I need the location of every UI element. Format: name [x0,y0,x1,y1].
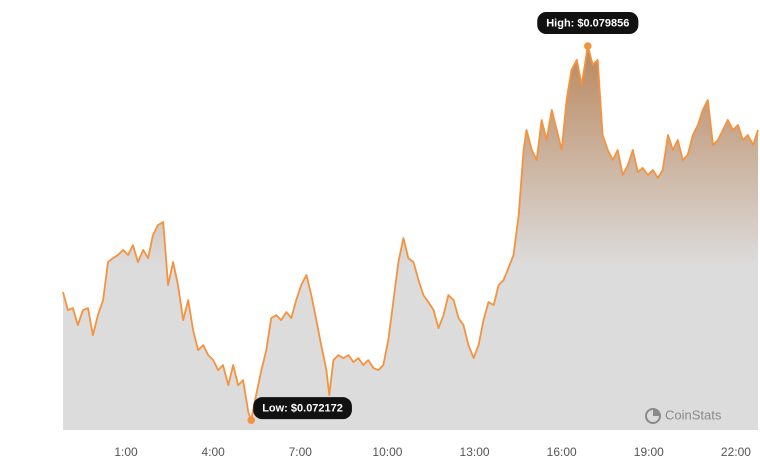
x-tick-label: 10:00 [372,445,402,459]
area [63,46,758,430]
watermark: CoinStats [645,407,722,424]
low-annotation: Low: $0.072172 [253,397,352,420]
x-tick-label: 4:00 [201,445,225,459]
x-tick-label: 22:00 [721,445,751,459]
x-tick-label: 7:00 [289,445,313,459]
x-tick-label: 13:00 [460,445,490,459]
x-tick-label: 1:00 [114,445,138,459]
high-annotation-dot [584,42,592,50]
line [62,45,759,422]
watermark-text: CoinStats [665,407,722,422]
x-tick-label: 16:00 [547,445,577,459]
high-annotation-box [537,12,639,35]
x-tick-label: 19:00 [634,445,664,459]
low-annotation-box [253,397,352,420]
high-annotation-text: High: $0.079856 [546,17,629,29]
high-annotation: High: $0.079856 [537,12,639,35]
low-annotation-text: Low: $0.072172 [262,403,343,415]
low-annotation-dot [247,416,255,424]
